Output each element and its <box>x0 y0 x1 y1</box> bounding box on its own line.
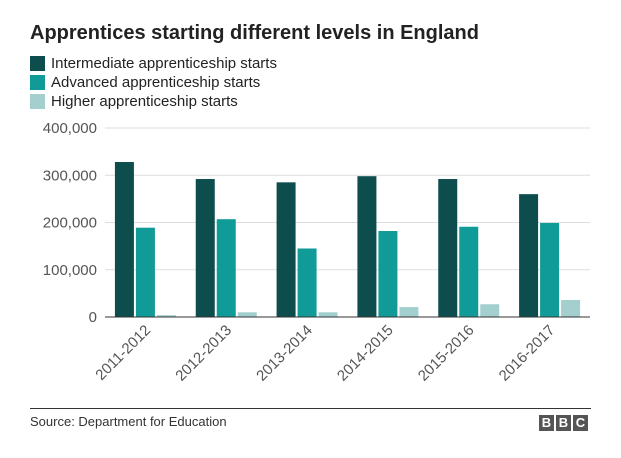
bar-intermediate <box>519 194 539 317</box>
bar-intermediate <box>195 179 215 317</box>
bar-higher <box>561 299 581 317</box>
chart-title: Apprentices starting different levels in… <box>30 22 479 44</box>
bbc-logo-letter: C <box>573 415 588 431</box>
bar-higher <box>399 307 419 317</box>
bar-higher <box>156 315 176 317</box>
bar-advanced <box>135 227 155 317</box>
y-tick-label: 0 <box>89 309 97 326</box>
legend-item-higher: Higher apprenticeship starts <box>30 92 277 110</box>
bar-advanced <box>297 248 317 317</box>
bar-advanced <box>378 231 398 317</box>
legend-label-higher: Higher apprenticeship starts <box>51 92 238 110</box>
source-note: Source: Department for Education <box>30 414 227 429</box>
y-tick-label: 400,000 <box>43 120 97 137</box>
x-tick-label: 2013-2014 <box>253 322 316 385</box>
bar-advanced <box>216 219 236 317</box>
bar-intermediate <box>357 176 377 317</box>
bbc-logo-letter: B <box>539 415 554 431</box>
legend-swatch-higher <box>30 93 45 109</box>
x-tick-label: 2011-2012 <box>92 322 154 384</box>
legend-item-intermediate: Intermediate apprenticeship starts <box>30 54 277 72</box>
y-tick-label: 300,000 <box>43 167 97 184</box>
y-tick-label: 200,000 <box>43 215 97 232</box>
bbc-logo: B B C <box>539 415 588 431</box>
y-tick-label: 100,000 <box>43 262 97 279</box>
bar-advanced <box>540 222 560 317</box>
x-tick-label: 2014-2015 <box>334 322 397 385</box>
legend-swatch-intermediate <box>30 55 45 71</box>
bar-intermediate <box>114 162 134 317</box>
bar-higher <box>237 312 257 317</box>
x-tick-label: 2016-2017 <box>496 322 559 385</box>
legend: Intermediate apprenticeship starts Advan… <box>30 54 277 111</box>
bar-higher <box>480 304 500 317</box>
x-tick-label: 2012-2013 <box>172 322 235 385</box>
legend-swatch-advanced <box>30 74 45 90</box>
footer-divider <box>30 408 591 409</box>
x-tick-label: 2015-2016 <box>415 322 478 385</box>
bar-intermediate <box>276 182 296 317</box>
bar-advanced <box>459 226 479 317</box>
legend-label-intermediate: Intermediate apprenticeship starts <box>51 54 277 72</box>
bbc-logo-letter: B <box>556 415 571 431</box>
bar-intermediate <box>438 179 458 317</box>
legend-label-advanced: Advanced apprenticeship starts <box>51 73 261 91</box>
legend-item-advanced: Advanced apprenticeship starts <box>30 73 277 91</box>
bar-higher <box>318 312 338 317</box>
